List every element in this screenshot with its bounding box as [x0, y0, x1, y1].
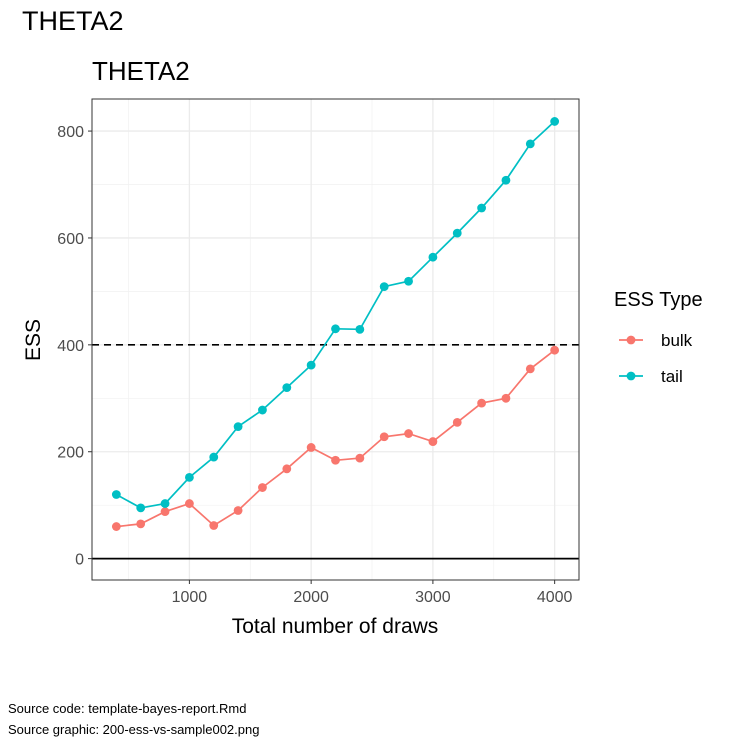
data-point-tail: [185, 472, 194, 482]
series-points: [111, 117, 560, 531]
data-point-bulk: [428, 437, 438, 446]
reference-lines: [92, 344, 579, 560]
data-point-bulk: [501, 393, 511, 403]
data-point-bulk: [404, 429, 413, 438]
data-point-bulk: [550, 345, 560, 355]
data-point-tail: [428, 252, 438, 262]
data-point-tail: [111, 490, 121, 499]
x-axis: 1000 2000 3000 4000: [172, 580, 573, 606]
data-point-tail: [258, 405, 267, 415]
legend-label-bulk: bulk: [661, 331, 693, 350]
data-point-tail: [452, 228, 462, 238]
page-title: THETA2: [22, 6, 124, 36]
y-axis-label: ESS: [22, 319, 45, 361]
y-tick-label: 0: [75, 552, 84, 569]
x-tick-label: 4000: [537, 589, 573, 606]
data-point-tail: [160, 499, 170, 508]
minor-grid: [92, 99, 579, 580]
source-code-caption: Source code: template-bayes-report.Rmd: [8, 701, 247, 716]
data-point-bulk: [160, 507, 170, 516]
series-lines: [115, 120, 556, 528]
data-point-tail: [355, 324, 365, 334]
data-point-bulk: [379, 432, 389, 442]
data-point-bulk: [185, 499, 194, 508]
data-point-bulk: [355, 453, 365, 463]
data-point-bulk: [452, 417, 462, 427]
data-point-tail: [282, 383, 292, 392]
series-line-tail: [115, 120, 556, 509]
ess-chart: 1000 2000 3000 4000 0 200 400 600 800 THETA2 To…: [22, 56, 703, 638]
data-point-tail: [379, 282, 389, 291]
data-point-tail: [525, 139, 535, 149]
chart-title: THETA2: [92, 56, 190, 86]
data-point-bulk: [209, 521, 219, 530]
x-axis-label: Total number of draws: [232, 615, 439, 638]
data-point-bulk: [282, 464, 292, 474]
data-point-bulk: [525, 364, 535, 374]
legend-title: ESS Type: [614, 289, 703, 311]
plot-panel-border: [91, 98, 580, 581]
y-tick-label: 400: [57, 338, 84, 355]
y-tick-label: 800: [57, 124, 84, 141]
data-point-tail: [501, 175, 511, 185]
data-point-bulk: [111, 522, 121, 531]
legend: ESS Type bulk tail: [614, 289, 703, 386]
y-tick-label: 600: [57, 231, 84, 248]
data-point-bulk: [136, 519, 146, 529]
y-axis: 0 200 400 600 800: [57, 124, 92, 569]
data-point-tail: [477, 203, 486, 213]
data-point-bulk: [331, 455, 340, 465]
data-point-tail: [306, 360, 316, 370]
x-tick-label: 3000: [415, 589, 451, 606]
x-tick-label: 1000: [172, 589, 208, 606]
data-point-bulk: [258, 483, 267, 492]
source-graphic-caption: Source graphic: 200-ess-vs-sample002.png: [8, 722, 260, 737]
y-tick-label: 200: [57, 445, 84, 462]
legend-key-point-bulk: [626, 335, 636, 345]
x-tick-label: 2000: [293, 589, 329, 606]
data-point-tail: [233, 422, 243, 432]
data-point-tail: [331, 324, 340, 334]
data-point-tail: [136, 503, 146, 513]
legend-key-point-tail: [626, 371, 636, 381]
data-point-bulk: [233, 506, 243, 515]
data-point-tail: [209, 452, 219, 462]
legend-label-tail: tail: [661, 367, 683, 386]
data-point-bulk: [477, 398, 486, 408]
data-point-tail: [404, 276, 413, 286]
data-point-bulk: [306, 443, 316, 452]
data-point-tail: [550, 117, 560, 126]
series-line-bulk: [116, 349, 556, 528]
